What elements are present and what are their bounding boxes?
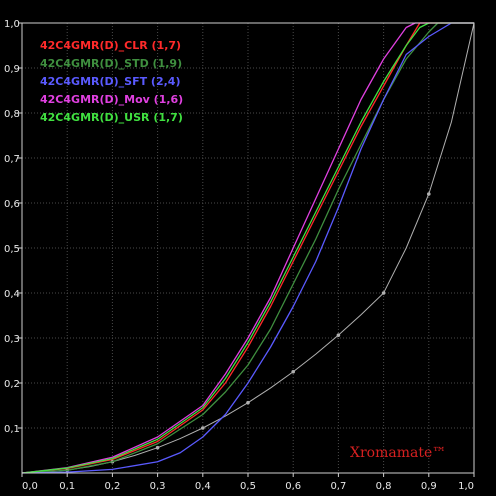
y-tick-label: 1,0 [4,19,20,30]
x-tick-label: 0,0 [22,481,38,492]
reference-point [155,445,160,450]
y-tick-labels: 0,1 0,2 0,3 0,4 0,5 0,6 0,7 0,8 0,9 1,0 [4,19,20,435]
y-tick-label: 0,3 [4,334,20,345]
y-tick-label: 0,5 [4,244,20,255]
series-line-4 [21,22,474,474]
x-tick-label: 0,1 [59,481,75,492]
x-tick-label: 0,7 [330,481,346,492]
x-tick-label: 0,8 [376,481,392,492]
reference-point [427,192,431,196]
x-tick-label: 0,5 [240,481,256,492]
series-line-0 [21,22,474,474]
axes [18,22,475,477]
y-tick-label: 0,4 [4,289,20,300]
x-tick-label: 0,2 [104,481,120,492]
reference-point [201,426,205,430]
legend-entry: 42C4GMR(D)_CLR (1,7) [40,39,181,52]
legend-entry: 42C4GMR(D)_STD (1,9) [40,57,182,70]
x-tick-label: 0,3 [150,481,166,492]
x-tick-labels: 0,0 0,1 0,2 0,3 0,4 0,5 0,6 0,7 0,8 0,9 1,0 [22,481,474,492]
y-tick-label: 0,8 [4,109,20,120]
x-tick-label: 0,4 [195,481,211,492]
series-line-2 [21,22,474,474]
grid [22,23,474,473]
y-tick-label: 0,2 [4,379,20,390]
y-tick-label: 0,7 [4,154,20,165]
y-tick-label: 0,9 [4,64,20,75]
legend-entry: 42C4GMR(D)_USR (1,7) [40,111,183,124]
series-line-1 [21,22,474,474]
x-tick-label: 0,9 [421,481,437,492]
legend-entry: 42C4GMR(D)_SFT (2,4) [40,75,180,88]
reference-point [381,291,386,295]
y-tick-label: 0,6 [4,199,20,210]
series-lines [21,22,474,474]
x-tick-label: 1,0 [458,481,474,492]
reference-point [336,333,341,337]
reference-point [291,369,296,374]
brand-watermark: Xromamate™ [350,445,446,461]
x-tick-label: 0,6 [285,481,301,492]
legend-entry: 42C4GMR(D)_Mov (1,6) [40,93,183,106]
reference-point [246,400,250,405]
legend: 42C4GMR(D)_CLR (1,7) 42C4GMR(D)_STD (1,9)… [40,39,183,124]
series-line-3 [21,22,474,474]
y-tick-label: 0,1 [4,424,20,435]
